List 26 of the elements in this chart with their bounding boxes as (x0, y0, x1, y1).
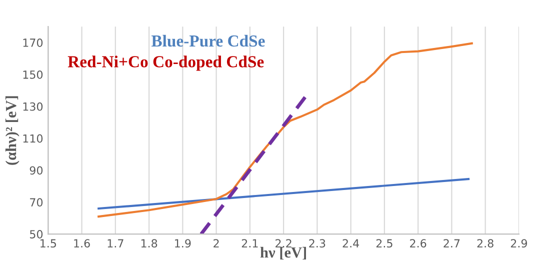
x-tick-label: 2.3 (309, 239, 326, 248)
x-tick-label: 1.9 (175, 239, 191, 248)
x-axis-title: hν [eV] (260, 246, 306, 260)
x-tick-label: 2.8 (477, 239, 494, 248)
x-tick-label: 2 (214, 239, 219, 248)
y-tick-label: 90 (30, 166, 43, 175)
y-tick-label: 110 (23, 134, 43, 143)
x-tick-label: 1.8 (141, 239, 158, 248)
y-tick-label: 50 (30, 230, 43, 238)
x-tick-label: 1.5 (40, 239, 56, 248)
y-tick-label: 130 (23, 102, 43, 111)
x-tick-label: 2.9 (510, 239, 528, 248)
x-tick-label: 2.6 (410, 239, 426, 248)
y-axis-title: (αhν)² [eV] (5, 96, 20, 165)
x-tick-label: 2.7 (444, 239, 460, 248)
y-tick-label: 70 (30, 198, 43, 207)
x-tick-label: 2.5 (376, 239, 392, 248)
y-tick-label: 150 (23, 70, 43, 79)
x-tick-label: 2.2 (276, 239, 292, 248)
x-tick-label: 2.1 (242, 239, 258, 248)
x-tick-label: 2.4 (342, 239, 360, 248)
x-tick-label: 1.6 (74, 239, 90, 248)
x-tick-label: 1.7 (108, 239, 124, 248)
annotation: Blue-Pure CdSe (151, 34, 265, 47)
y-tick-label: 170 (23, 38, 43, 47)
annotation: Red-Ni+Co Co-doped CdSe (68, 56, 264, 71)
